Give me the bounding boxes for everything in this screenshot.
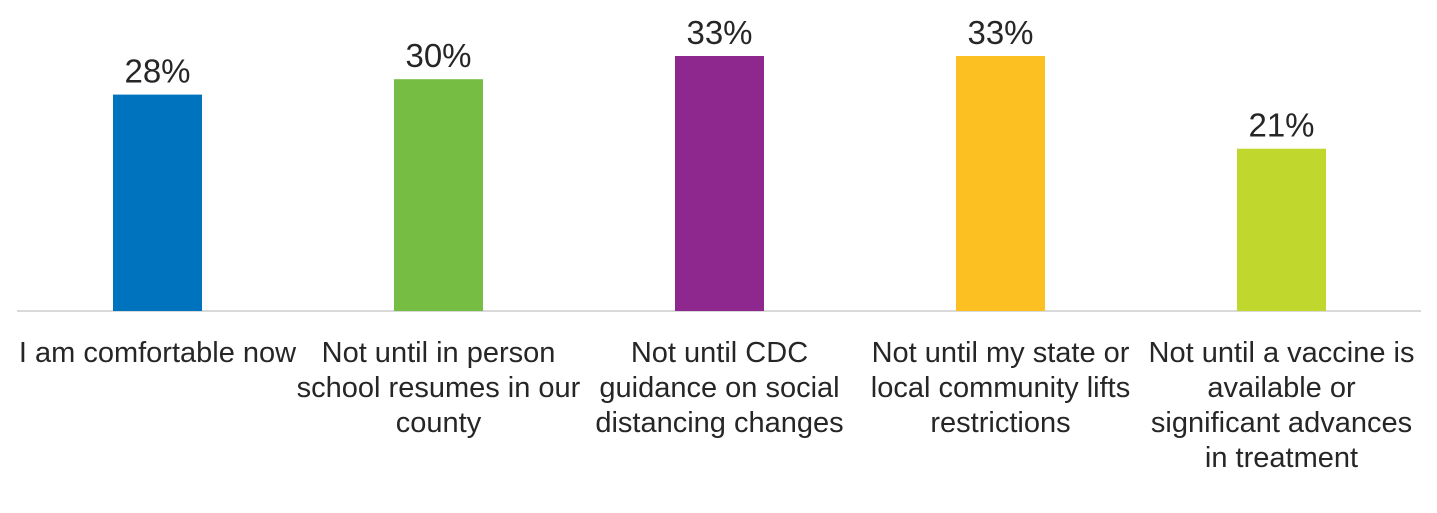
bar	[675, 56, 764, 311]
data-label: 21%	[1248, 107, 1314, 144]
category-label: Not until my state or local community li…	[870, 337, 1131, 439]
bar	[956, 56, 1045, 311]
bar	[113, 94, 202, 311]
data-label: 33%	[967, 14, 1033, 51]
category-label: Not until in person school resumes in ou…	[296, 337, 581, 439]
bar	[394, 79, 483, 311]
data-label: 33%	[686, 14, 752, 51]
category-label: Not until CDC guidance on social distanc…	[595, 337, 844, 439]
category-label: Not until a vaccine is available or sign…	[1148, 337, 1415, 474]
data-label: 30%	[405, 37, 471, 74]
bar	[1237, 148, 1326, 311]
data-label: 28%	[124, 53, 190, 90]
category-label: I am comfortable now	[18, 337, 297, 369]
